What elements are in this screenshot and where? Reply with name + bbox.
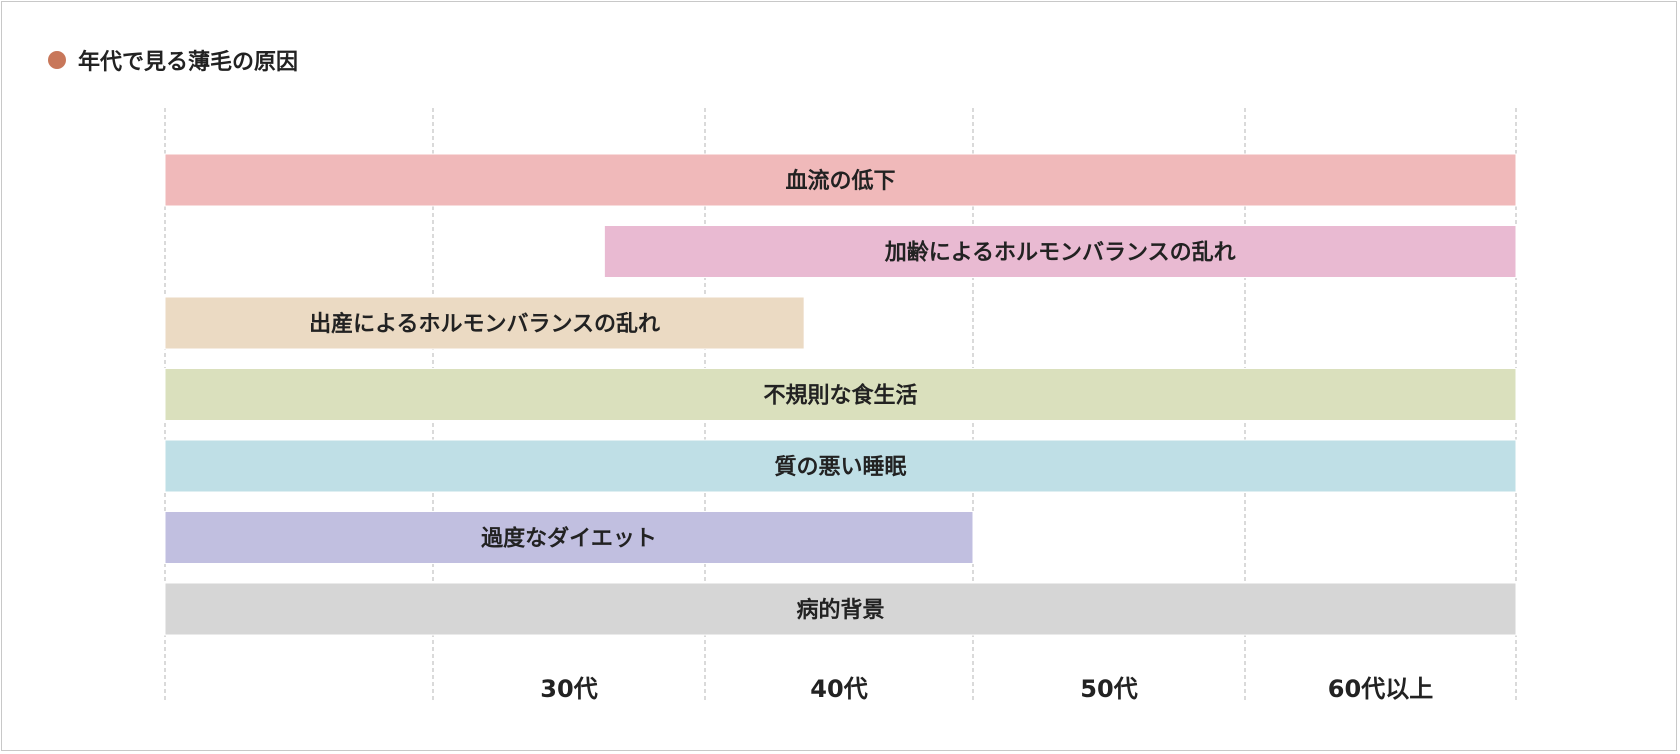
- bar-label: 加齢によるホルモンバランスの乱れ: [884, 240, 1236, 266]
- bar: [164, 368, 1517, 421]
- bar: [603, 225, 1517, 278]
- bar: [164, 582, 1517, 636]
- bar-label: 過度なダイエット: [481, 526, 657, 552]
- chart-title-text: 年代で見る薄毛の原因: [78, 50, 299, 75]
- x-tick-label: 50代: [1080, 675, 1137, 703]
- bar-label: 不規則な食生活: [763, 383, 917, 409]
- bar: [164, 296, 805, 350]
- x-tick-label: 60代以上: [1328, 675, 1433, 703]
- bar-label: 出産によるホルモンバランスの乱れ: [309, 311, 660, 337]
- title-dot-icon: [48, 51, 66, 69]
- chart-title: 年代で見る薄毛の原因: [48, 44, 298, 76]
- bar: [164, 439, 1517, 493]
- bar: [164, 511, 974, 564]
- x-tick-label: 30代: [540, 675, 597, 703]
- bar: [164, 153, 1517, 207]
- bar-label: 病的背景: [796, 597, 884, 623]
- bar-label: 質の悪い睡眠: [774, 455, 906, 480]
- x-tick-label: 40代: [810, 675, 867, 703]
- bar-label: 血流の低下: [785, 168, 895, 194]
